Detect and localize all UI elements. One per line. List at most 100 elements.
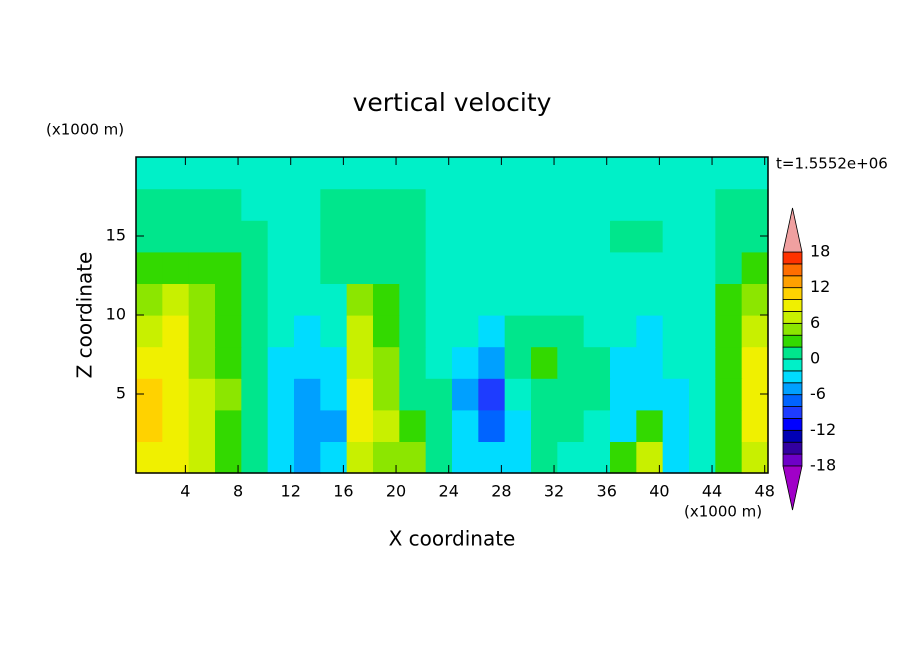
y-tick-label: 5 xyxy=(116,384,126,403)
contour-cell xyxy=(373,220,400,253)
contour-cell xyxy=(215,188,242,221)
contour-cell xyxy=(636,409,664,442)
contour-cell xyxy=(162,157,190,190)
contour-cell xyxy=(399,441,427,474)
contour-cell xyxy=(610,220,637,253)
contour-cell xyxy=(610,315,637,348)
contour-cell xyxy=(610,378,637,411)
x-tick-label: 44 xyxy=(702,482,722,501)
y-axis-title: Z coordinate xyxy=(73,252,97,379)
colorbar-bottom-arrow xyxy=(782,465,803,511)
contour-cell xyxy=(636,157,664,190)
x-tick-label: 8 xyxy=(233,482,243,501)
colorbar-box xyxy=(782,429,803,443)
colorbar-box xyxy=(782,322,803,336)
contour-cell xyxy=(689,157,716,190)
contour-cell xyxy=(188,157,216,190)
contour-cell xyxy=(583,346,611,379)
x-tick-label: 12 xyxy=(281,482,301,501)
contour-cell xyxy=(373,441,400,474)
contour-cell xyxy=(215,315,242,348)
contour-cell xyxy=(531,188,558,221)
contour-cell xyxy=(504,251,532,284)
contour-cell xyxy=(267,409,295,442)
x-tick-label: 20 xyxy=(386,482,406,501)
contour-cell xyxy=(346,441,374,474)
contour-cell xyxy=(320,441,348,474)
contour-cell xyxy=(610,441,637,474)
contour-cell xyxy=(241,283,269,316)
contour-cell xyxy=(373,188,400,221)
colorbar-box xyxy=(782,263,803,277)
contour-cell xyxy=(531,283,558,316)
contour-cell xyxy=(373,409,400,442)
contour-cell xyxy=(294,251,321,284)
contour-cell xyxy=(741,157,769,190)
contour-cell xyxy=(504,441,532,474)
contour-cell xyxy=(741,441,769,474)
contour-cell xyxy=(346,346,374,379)
contour-cell xyxy=(294,157,321,190)
contour-cell xyxy=(689,315,716,348)
contour-cell xyxy=(689,378,716,411)
contour-cell xyxy=(373,315,400,348)
contour-cell xyxy=(267,378,295,411)
colorbar-box xyxy=(782,346,803,360)
contour-cell xyxy=(215,409,242,442)
contour-cell xyxy=(267,315,295,348)
x-tick-label: 36 xyxy=(597,482,617,501)
x-axis-title: X coordinate xyxy=(389,527,516,551)
contour-cell xyxy=(583,315,611,348)
contour-cell xyxy=(478,251,506,284)
contour-cell xyxy=(662,220,690,253)
x-tick-label: 16 xyxy=(333,482,353,501)
contour-cell xyxy=(662,251,690,284)
contour-cell xyxy=(136,409,163,442)
contour-cell xyxy=(215,346,242,379)
contour-cell xyxy=(373,251,400,284)
contour-cell xyxy=(662,283,690,316)
contour-cell xyxy=(504,220,532,253)
contour-cell xyxy=(373,157,400,190)
contour-cell xyxy=(557,346,585,379)
contour-cell xyxy=(610,283,637,316)
contour-cell xyxy=(346,157,374,190)
contour-cell xyxy=(241,188,269,221)
contour-cell xyxy=(531,346,558,379)
colorbar-label: 6 xyxy=(810,313,820,332)
contour-cell xyxy=(320,157,348,190)
contour-cell xyxy=(399,409,427,442)
contour-cell xyxy=(346,220,374,253)
contour-cell xyxy=(478,220,506,253)
contour-cell xyxy=(583,441,611,474)
colorbar-label: 0 xyxy=(810,349,820,368)
contour-cell xyxy=(715,220,743,253)
contour-cell xyxy=(320,188,348,221)
contour-cell xyxy=(583,157,611,190)
colorbar-box xyxy=(782,406,803,419)
colorbar-label: 12 xyxy=(810,277,830,296)
contour-cell xyxy=(320,409,348,442)
contour-cell xyxy=(425,346,453,379)
contour-cell xyxy=(504,188,532,221)
contour-cell xyxy=(452,188,479,221)
colorbar-box xyxy=(782,299,803,312)
contour-cell xyxy=(715,346,743,379)
contour-cell xyxy=(583,283,611,316)
contour-cell xyxy=(504,283,532,316)
contour-cell xyxy=(531,441,558,474)
contour-cell xyxy=(241,315,269,348)
contour-cell xyxy=(662,441,690,474)
contour-cell xyxy=(557,188,585,221)
contour-cell xyxy=(662,188,690,221)
contour-cell xyxy=(715,251,743,284)
contour-cell xyxy=(399,251,427,284)
contour-cell xyxy=(241,346,269,379)
contour-cell xyxy=(583,378,611,411)
contour-cell xyxy=(373,378,400,411)
contour-cell xyxy=(294,441,321,474)
contour-cell xyxy=(452,220,479,253)
contour-cell xyxy=(215,220,242,253)
colorbar-label: 18 xyxy=(810,242,830,261)
contour-cell xyxy=(715,409,743,442)
